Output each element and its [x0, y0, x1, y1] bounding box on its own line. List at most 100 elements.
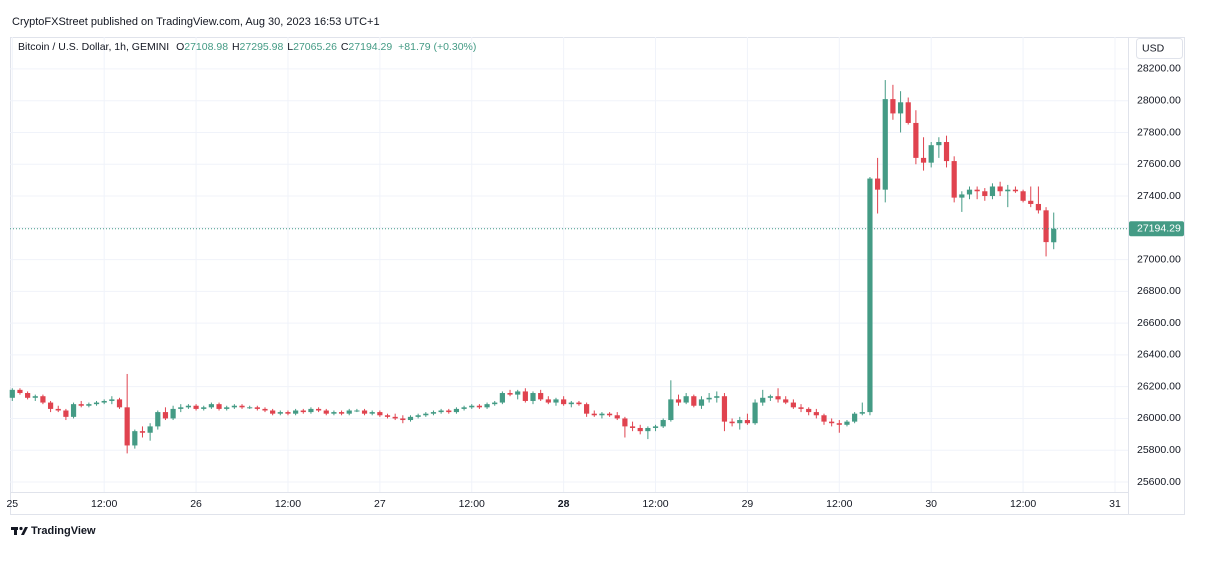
candle-body — [285, 412, 291, 414]
candle-body — [101, 400, 107, 403]
candle-body — [584, 404, 590, 414]
y-tick-label: 26000.00 — [1137, 412, 1181, 424]
candle-body — [323, 410, 329, 414]
candle-body — [599, 413, 605, 416]
symbol-title: Bitcoin / U.S. Dollar, 1h, GEMINI — [18, 41, 169, 53]
candle-body — [201, 407, 207, 409]
candle-body — [507, 393, 513, 395]
x-tick-label: 12:00 — [91, 498, 117, 510]
candle-body — [438, 410, 444, 413]
ohlc-label: O — [176, 41, 184, 53]
candle-body — [660, 420, 666, 427]
currency-button[interactable] — [1136, 38, 1183, 59]
candle-body — [224, 407, 230, 409]
candle-body — [867, 178, 873, 413]
candle-body — [300, 410, 306, 413]
axes: 25600.00 25800.00 26000.00 26200.00 26400.00… — [6, 63, 1184, 510]
candle-body — [1043, 210, 1049, 243]
candle-body — [132, 431, 138, 446]
candle-body — [40, 396, 46, 403]
candle-body — [545, 399, 551, 403]
candle-body — [844, 421, 850, 425]
x-tick-label: 12:00 — [1010, 498, 1036, 510]
candle-body — [989, 186, 996, 197]
currency-label: USD — [1142, 42, 1165, 54]
candle-body — [47, 402, 54, 409]
candle-body — [384, 415, 391, 417]
candle-body — [400, 418, 406, 421]
candle-body — [484, 404, 490, 408]
publish-header: CryptoFXStreet published on TradingView.… — [12, 16, 380, 28]
candle-body — [139, 431, 146, 433]
candle-body — [9, 389, 15, 398]
close-value: 27194.29 — [348, 41, 392, 53]
candle-body — [714, 396, 720, 398]
x-tick-label: 26 — [190, 498, 202, 510]
candle-body — [116, 399, 123, 408]
candle-body — [905, 102, 911, 123]
candle-body — [798, 407, 804, 409]
candle-body — [469, 405, 475, 408]
candle-body — [392, 416, 398, 419]
y-tick-label: 26200.00 — [1137, 380, 1181, 392]
candle-body — [767, 396, 773, 398]
candle-body — [63, 410, 69, 417]
x-tick-label: 12:00 — [459, 498, 485, 510]
candle-body — [614, 415, 620, 419]
candle-body — [216, 404, 222, 409]
candle-body — [553, 399, 559, 403]
candle-body — [430, 412, 437, 414]
candle-body — [997, 186, 1003, 192]
x-tick-label: 25 — [6, 498, 18, 510]
candle-body — [852, 413, 858, 422]
x-tick-label: 12:00 — [275, 498, 301, 510]
candle-body — [331, 412, 337, 414]
y-tick-label: 25800.00 — [1137, 444, 1181, 456]
candle-body — [1035, 203, 1042, 211]
candle-body — [744, 420, 751, 424]
candle-body — [277, 412, 283, 414]
candle-body — [821, 415, 827, 422]
candle-body — [124, 407, 130, 446]
legend: Bitcoin / U.S. Dollar, 1h, GEMINI O27108… — [18, 41, 476, 53]
candle-body — [147, 426, 153, 433]
candle-body — [70, 404, 77, 417]
candle-body — [109, 399, 115, 401]
candle-body — [729, 421, 735, 424]
open-value: 27108.98 — [184, 41, 228, 53]
candle-body — [17, 389, 23, 394]
candle-body — [629, 426, 636, 428]
candle-body — [606, 413, 613, 416]
candle-body — [25, 393, 31, 398]
candle-body — [239, 405, 245, 408]
candle-body — [155, 412, 161, 427]
last-price-box — [1129, 221, 1184, 237]
candle-body — [499, 393, 505, 403]
candle-body — [783, 399, 789, 403]
candle-body — [966, 189, 973, 195]
candle-body — [446, 410, 452, 413]
candle-body — [737, 420, 743, 424]
candle-body — [86, 404, 92, 406]
candle-body — [415, 415, 421, 417]
candle-body — [32, 396, 38, 398]
candle-body — [354, 410, 360, 412]
logo-shape — [19, 526, 23, 531]
candle-body — [775, 396, 781, 400]
candle-body — [461, 407, 467, 409]
candle-body — [561, 399, 567, 405]
last-price-label: 27194.29 — [1137, 222, 1181, 234]
candle-body — [338, 412, 345, 414]
candle-body — [78, 404, 84, 406]
x-tick-label: 30 — [925, 498, 937, 510]
logo-shape — [21, 527, 28, 535]
candle-body — [1012, 189, 1019, 192]
candle-body — [790, 402, 796, 408]
candle-body — [208, 404, 214, 408]
chart-frame — [10, 37, 1185, 515]
grid — [10, 37, 1128, 492]
y-tick-label: 27600.00 — [1137, 158, 1181, 170]
candle-body — [943, 142, 950, 162]
x-tick-label: 28 — [558, 498, 570, 510]
candle-body — [951, 161, 957, 198]
